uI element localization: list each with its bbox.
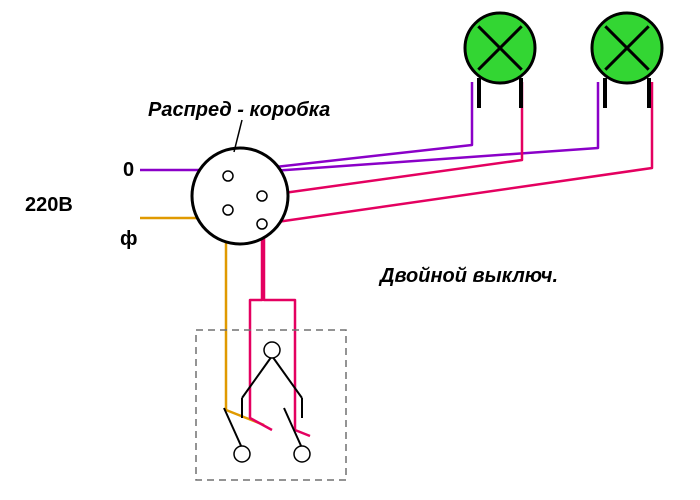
phase-mark: ф (120, 228, 138, 251)
junction-box-label: Распред - коробка (148, 99, 330, 122)
jb-node-phase (223, 205, 233, 215)
jb-node-sw1 (257, 191, 267, 201)
wire-neutral_branch2 (230, 82, 598, 174)
switch-split_l (242, 356, 272, 398)
switch-split_r (272, 356, 302, 398)
voltage-label: 220В (25, 194, 73, 217)
diagram-canvas: 220В 0 ф Распред - коробка Двойной выклю… (0, 0, 700, 500)
jb-node-neutral (223, 171, 233, 181)
jb-node-sw2 (257, 219, 267, 229)
switch-node-right (294, 446, 310, 462)
switch-node-top (264, 342, 280, 358)
switch-label: Двойной выключ. (380, 265, 558, 288)
wiring-svg (0, 0, 700, 500)
switch-lever_r (284, 408, 302, 448)
neutral-mark: 0 (123, 159, 134, 182)
switch-node-left (234, 446, 250, 462)
junction-box (192, 148, 288, 244)
wire-sw_return2 (264, 226, 310, 436)
